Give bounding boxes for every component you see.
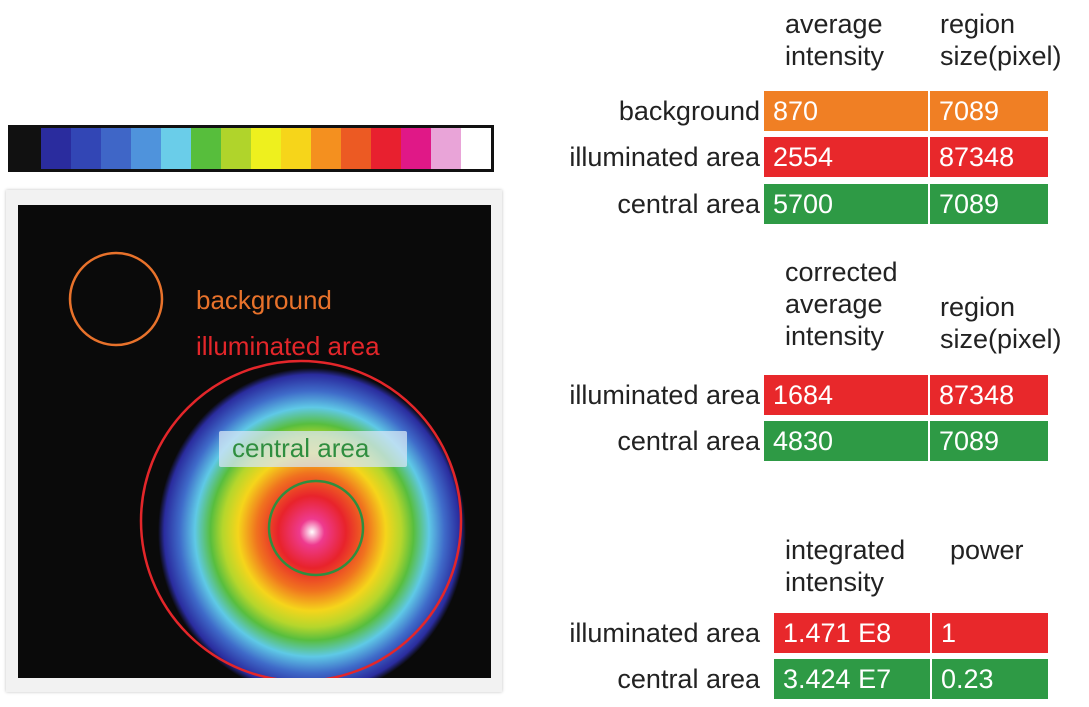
table2-header-region-size: region size(pixel) [940,291,1062,355]
table1-header-average-intensity-text: average intensity [785,9,885,71]
table2-cell-illuminated-size: 87348 [930,375,1048,415]
central-area-label: central area [232,433,370,463]
table3-header-integrated-text: integrated intensity [785,535,906,597]
table1-row-label-illuminated: illuminated area [569,142,760,172]
table2-row-label-central: central area [617,426,760,456]
table3-cell-illuminated-power: 1 [932,613,1048,653]
table1-header-region-size-text: region size(pixel) [940,9,1062,71]
color-scale-swatch [251,128,281,169]
background-circle [68,251,164,347]
table3-cell-central-power: 0.23 [932,659,1048,699]
color-scale-swatch [461,128,491,169]
central-area-label-box [219,431,407,467]
color-scale-swatch [311,128,341,169]
color-scale-swatch [71,128,101,169]
table2-cell-central-size: 7089 [930,421,1048,461]
table2-cell-illuminated-intensity: 1684 [764,375,928,415]
table1-cell-central-intensity: 5700 [764,184,928,224]
background-label: background [196,285,332,315]
table1-header-average-intensity: average intensity [785,8,884,72]
color-scale-swatch [191,128,221,169]
table3-header-power-text: power [950,535,1024,565]
color-scale-swatch [401,128,431,169]
central-area-circle [267,479,365,577]
table3-cell-illuminated-intensity: 1.471 E8 [774,613,930,653]
table1-header-region-size: region size(pixel) [940,8,1062,72]
table3-row-label-illuminated: illuminated area [569,618,760,648]
table1-cell-central-size: 7089 [930,184,1048,224]
color-scale-swatch [341,128,371,169]
table3-cell-central-intensity: 3.424 E7 [774,659,930,699]
table2-cell-central-intensity: 4830 [764,421,928,461]
color-scale-swatch [281,128,311,169]
color-scale-swatch [41,128,71,169]
table3-header-integrated-intensity: integrated intensity [785,534,905,598]
table2-row-label-illuminated: illuminated area [569,380,760,410]
color-scale-swatch [131,128,161,169]
table1-cell-illuminated-size: 87348 [930,137,1048,177]
table3-row-label-central: central area [617,664,760,694]
table1-row-label-background: background [618,96,760,126]
table2-header-region-size-text: region size(pixel) [940,292,1062,354]
color-scale-bar [8,125,494,172]
illuminated-area-label: illuminated area [196,331,380,361]
table3-header-power: power [950,534,1024,566]
color-scale-swatch [371,128,401,169]
table1-row-label-central: central area [617,189,760,219]
table1-cell-illuminated-intensity: 2554 [764,137,928,177]
color-scale-swatch [221,128,251,169]
table1-cell-background-intensity: 870 [764,91,928,131]
illuminated-area-circle [139,359,463,678]
color-scale-swatch [431,128,461,169]
table2-header-corrected-average-intensity: corrected average intensity [785,256,898,352]
color-scale-swatch [101,128,131,169]
table1-cell-background-size: 7089 [930,91,1048,131]
color-scale-swatch [161,128,191,169]
table2-header-corrected-text: corrected average intensity [785,257,898,351]
color-scale-swatch [11,128,41,169]
